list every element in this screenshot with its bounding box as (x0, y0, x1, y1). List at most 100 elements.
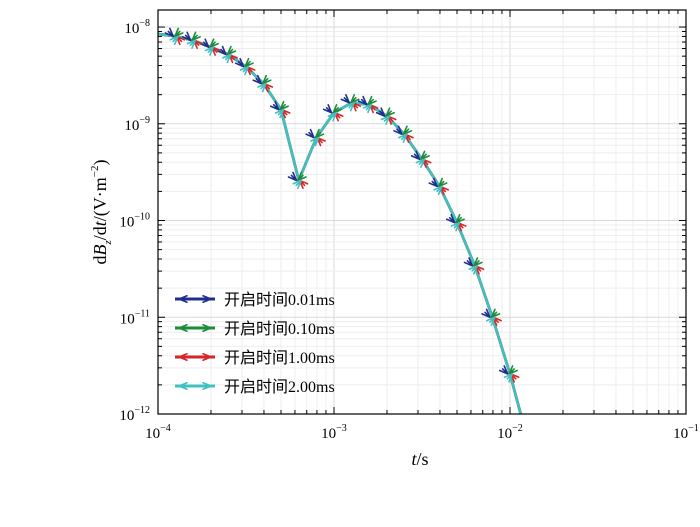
legend-swatch-marker-left (178, 324, 188, 332)
series-4-point (380, 115, 391, 125)
x-tick-label: 10−1 (673, 423, 699, 442)
grid (157, 10, 686, 415)
series-4-point (362, 103, 373, 114)
ticks (157, 10, 686, 415)
series-1-point (375, 107, 386, 117)
legend: 开启时间0.01ms 开启时间0.10ms 开启时间1.00ms 开启时间2.00ms (175, 291, 335, 396)
series-4-point (239, 65, 250, 76)
series-4-point (486, 316, 496, 326)
legend-label: 开启时间0.10ms (224, 320, 335, 338)
x-tick-label: 10−3 (321, 423, 347, 442)
legend-swatch-marker-right (202, 324, 212, 332)
series-1-point (305, 128, 315, 139)
legend-swatch-marker-right (202, 382, 212, 390)
y-axis-label: dBz/dt/(V·m−2) (89, 159, 114, 264)
series-1-point-shape (375, 107, 386, 117)
legend-label: 开启时间1.00ms (224, 349, 335, 367)
series-4-point (204, 46, 215, 56)
series-4-point-shape (222, 53, 232, 64)
series-4-point (503, 373, 514, 383)
series-1-point (322, 104, 333, 114)
series-1-point (217, 45, 227, 56)
y-tick-label: 10−12 (119, 405, 150, 424)
series-1-point (481, 308, 491, 319)
series-1-point-shape (305, 128, 315, 139)
series-4-point-shape (169, 35, 179, 46)
legend-swatch-marker-left-shape (178, 295, 188, 303)
series-4-point-shape (239, 65, 250, 76)
y-tick-label: 10−10 (119, 212, 150, 231)
series-4-point (222, 53, 232, 64)
series-1-point (445, 213, 456, 224)
series-1-point-shape (498, 365, 509, 375)
series-4-point-shape (186, 39, 197, 49)
legend-swatch-marker-right-shape (202, 324, 212, 332)
series-4-point-shape (433, 185, 443, 196)
y-tick-label: 10−11 (120, 308, 150, 327)
series-4-point-shape (204, 46, 215, 56)
series-4-point (327, 111, 338, 122)
series-4-point (433, 185, 443, 196)
series-1-point (164, 27, 175, 38)
series-4-point (274, 108, 285, 119)
series-1-point (287, 171, 298, 182)
series-1-point (428, 177, 438, 188)
series-1-point-shape (445, 213, 456, 224)
series-4-point (345, 101, 355, 112)
series-4-point-shape (345, 101, 355, 112)
series-1-point (410, 150, 421, 161)
series-4-point-shape (415, 158, 426, 168)
legend-swatch-marker-left-shape (178, 382, 188, 390)
series-1-point (357, 95, 368, 106)
series-1-point (340, 94, 351, 104)
series-1-point-shape (340, 94, 351, 104)
series-1-point-shape (287, 171, 298, 182)
series-1-point-shape (463, 257, 474, 267)
legend-swatch-marker-left-shape (178, 324, 188, 332)
series-1-point-shape (428, 177, 438, 188)
y-tick-label: 10−8 (124, 18, 150, 37)
y-tick-label: 10−9 (124, 115, 150, 134)
series-1-point-shape (234, 57, 245, 68)
series-1-point-shape (269, 100, 280, 111)
legend-swatch-marker-left (178, 382, 188, 390)
series-1-point-shape (393, 125, 403, 136)
series-4-point-shape (468, 265, 479, 275)
series-1-point-shape (481, 308, 491, 319)
series-4-point (257, 82, 267, 93)
series-1-point-shape (322, 104, 333, 114)
series-4-point (186, 39, 197, 49)
legend-label: 开启时间2.00ms (224, 378, 335, 396)
x-axis-label: t/s (411, 449, 428, 469)
series-1-point-shape (357, 95, 368, 106)
series-1-point (269, 100, 280, 111)
series-4-point-shape (310, 136, 320, 147)
series-markers (164, 27, 520, 383)
series-1-point-shape (410, 150, 421, 161)
series-1-point-shape (164, 27, 175, 38)
series-4-point (398, 133, 408, 143)
series-4-point (169, 35, 179, 46)
series-4-point (450, 221, 461, 232)
x-tick-label: 10−2 (497, 423, 523, 442)
x-tick-label: 10−4 (145, 423, 171, 442)
series-4-point-shape (362, 103, 373, 114)
legend-swatch-marker-right (202, 295, 212, 303)
series-1-point (463, 257, 474, 267)
series-1-point (393, 125, 403, 136)
series-4-point-shape (398, 133, 408, 143)
legend-swatch-marker-right-shape (202, 353, 212, 361)
series-1-point (252, 74, 262, 85)
legend-swatch-marker-left (178, 353, 188, 361)
series-4-point (415, 158, 426, 168)
series-1-point-shape (252, 74, 262, 85)
legend-swatch-marker-left-shape (178, 353, 188, 361)
series-1-point (199, 38, 210, 48)
plot-frame (157, 9, 687, 415)
series-4-point-shape (257, 82, 267, 93)
series-4-point (468, 265, 479, 275)
legend-swatch-marker-right-shape (202, 382, 212, 390)
legend-swatch-marker-left (178, 295, 188, 303)
series-1-point (181, 31, 192, 42)
